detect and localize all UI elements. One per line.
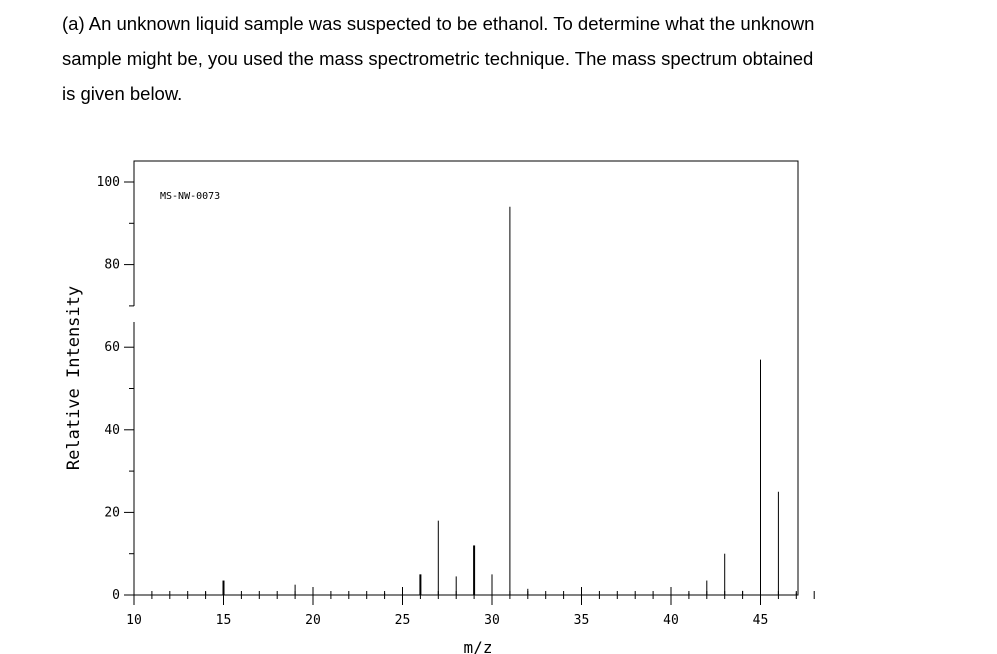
question-line-3: is given below. bbox=[62, 83, 183, 104]
x-tick-label: 15 bbox=[216, 613, 232, 628]
spectrum-id-label: MS-NW-0073 bbox=[160, 191, 220, 202]
y-axis-label: Relative Intensity bbox=[64, 286, 84, 470]
x-axis: 10 15 20 25 30 35 40 45 bbox=[126, 587, 815, 628]
x-tick-label: 45 bbox=[753, 613, 769, 628]
y-tick-label: 60 bbox=[104, 340, 120, 355]
left-axis-gap bbox=[130, 306, 138, 322]
question-line-1: (a) An unknown liquid sample was suspect… bbox=[62, 13, 815, 34]
y-tick-label: 0 bbox=[112, 588, 120, 603]
x-axis-label: m/z bbox=[464, 638, 493, 654]
y-tick-label: 100 bbox=[97, 175, 120, 190]
y-tick-label: 20 bbox=[104, 505, 120, 520]
peak-series bbox=[205, 206, 797, 595]
y-tick-label: 40 bbox=[104, 423, 120, 438]
x-tick-label: 10 bbox=[126, 613, 142, 628]
question-text: (a) An unknown liquid sample was suspect… bbox=[62, 6, 942, 111]
x-tick-label: 40 bbox=[663, 613, 679, 628]
y-axis: 0 20 40 60 80 100 bbox=[97, 175, 134, 603]
x-tick-label: 30 bbox=[484, 613, 500, 628]
x-tick-label: 25 bbox=[395, 613, 411, 628]
x-tick-label: 20 bbox=[305, 613, 321, 628]
x-tick-label: 35 bbox=[574, 613, 590, 628]
question-line-2: sample might be, you used the mass spect… bbox=[62, 48, 814, 69]
y-tick-label: 80 bbox=[104, 258, 120, 273]
plot-frame bbox=[133, 160, 799, 596]
